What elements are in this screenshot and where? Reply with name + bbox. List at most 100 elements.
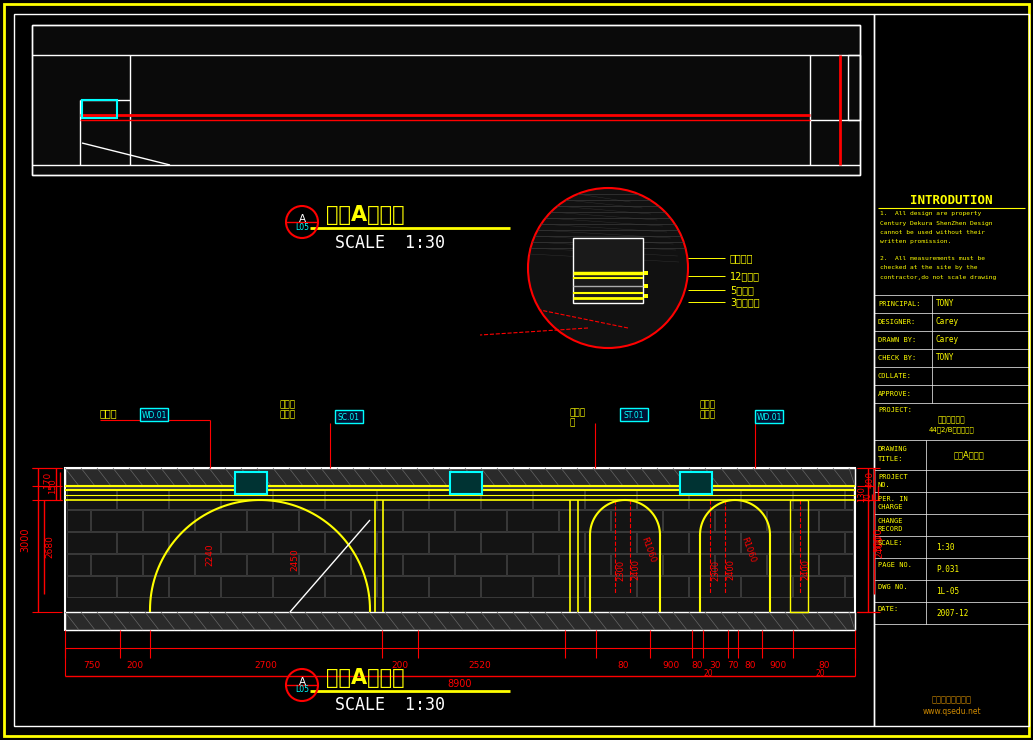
Bar [689, 576, 740, 597]
Bar [715, 510, 766, 531]
Bar [481, 532, 532, 553]
Bar [32, 25, 860, 175]
Text: Carey: Carey [936, 317, 959, 326]
Text: DWG NO.: DWG NO. [878, 584, 908, 590]
Text: 44栋2/B户型样板房: 44栋2/B户型样板房 [929, 427, 974, 434]
Bar [663, 510, 714, 531]
Text: 齐生设计职业学校: 齐生设计职业学校 [932, 696, 971, 704]
Bar [195, 554, 246, 575]
Bar [82, 100, 117, 118]
Bar [585, 532, 636, 553]
Text: 过道A立面图: 过道A立面图 [325, 668, 404, 688]
Text: 130: 130 [857, 486, 867, 502]
Text: 12厘夹板: 12厘夹板 [730, 271, 760, 281]
Text: TONY: TONY [936, 354, 954, 363]
Bar [741, 488, 792, 509]
Bar [481, 576, 532, 597]
Text: DESIGNER:: DESIGNER: [878, 319, 916, 325]
Text: WD.01: WD.01 [142, 411, 166, 420]
Bar [637, 576, 688, 597]
Text: 70: 70 [727, 662, 739, 670]
Bar [766, 554, 818, 575]
Bar [637, 532, 688, 553]
Bar [845, 488, 853, 509]
Text: 200: 200 [392, 662, 409, 670]
Text: 岩: 岩 [570, 419, 575, 428]
Text: 2400: 2400 [726, 559, 735, 580]
Bar [169, 488, 220, 509]
Text: 3厘木饰面: 3厘木饰面 [730, 297, 759, 307]
Text: 风化砂: 风化砂 [570, 408, 586, 417]
Bar [325, 488, 376, 509]
Text: 170: 170 [42, 471, 52, 488]
Text: 天花位: 天花位 [700, 400, 716, 409]
Bar [143, 510, 194, 531]
Bar [169, 576, 220, 597]
Bar [620, 408, 648, 421]
Text: 天花位: 天花位 [280, 400, 296, 409]
Bar [247, 554, 298, 575]
Text: 20: 20 [815, 670, 824, 679]
Text: P.031: P.031 [936, 565, 959, 574]
Bar [377, 488, 428, 509]
Bar [644, 271, 648, 275]
Text: 900: 900 [770, 662, 786, 670]
Bar [766, 510, 818, 531]
Bar [644, 294, 648, 298]
Bar [91, 554, 142, 575]
Text: L05: L05 [295, 223, 309, 232]
Bar [351, 510, 402, 531]
Bar [117, 532, 168, 553]
Bar [585, 576, 636, 597]
Text: 金众戴兰郡舍: 金众戴兰郡舍 [938, 415, 966, 425]
Bar [507, 554, 558, 575]
Bar [234, 472, 267, 494]
Text: cannot be used without their: cannot be used without their [880, 229, 985, 235]
Text: NO.: NO. [878, 482, 890, 488]
Text: 2400: 2400 [876, 536, 884, 559]
Text: 80: 80 [691, 662, 702, 670]
Bar [611, 510, 662, 531]
Bar [689, 532, 740, 553]
Bar [67, 532, 116, 553]
Text: PROJECT:: PROJECT: [878, 407, 912, 413]
Text: 2450: 2450 [290, 548, 300, 571]
Bar [325, 576, 376, 597]
Text: DRAWN BY:: DRAWN BY: [878, 337, 916, 343]
Text: 2400: 2400 [802, 559, 811, 580]
Text: 龙骨基础: 龙骨基础 [730, 253, 753, 263]
Text: SCALE  1:30: SCALE 1:30 [335, 696, 445, 714]
Text: 30: 30 [710, 662, 721, 670]
Bar [67, 576, 116, 597]
Bar [848, 55, 860, 120]
Bar [65, 612, 855, 630]
Text: R1060: R1060 [740, 536, 757, 564]
Bar [403, 554, 453, 575]
Text: PER. IN: PER. IN [878, 496, 908, 502]
Bar [140, 408, 168, 421]
Bar [644, 284, 648, 288]
Bar [247, 510, 298, 531]
Text: 900: 900 [662, 662, 680, 670]
Bar [793, 532, 844, 553]
Text: 木饰面: 木饰面 [100, 408, 118, 418]
Text: CHANGE: CHANGE [878, 518, 904, 524]
Bar [790, 500, 808, 612]
Bar [819, 510, 853, 531]
Bar [91, 510, 142, 531]
Text: SC.01: SC.01 [338, 412, 359, 422]
Bar [14, 14, 874, 726]
Bar [755, 410, 783, 423]
Text: 80: 80 [618, 662, 629, 670]
Bar [533, 532, 584, 553]
Text: 过道A立面图: 过道A立面图 [953, 451, 984, 460]
Text: 80: 80 [744, 662, 756, 670]
Bar [663, 554, 714, 575]
Text: R1060: R1060 [639, 536, 657, 564]
Bar [481, 488, 532, 509]
Bar [143, 554, 194, 575]
Bar [874, 14, 1029, 726]
Text: 2007-12: 2007-12 [936, 608, 968, 617]
Text: checked at the site by the: checked at the site by the [880, 266, 977, 271]
Bar [169, 532, 220, 553]
